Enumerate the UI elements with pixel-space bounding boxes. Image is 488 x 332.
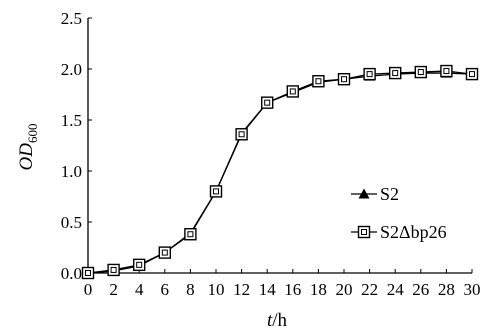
y-axis-title-main: OD (16, 143, 37, 171)
data-point-inner (341, 76, 347, 83)
data-point (286, 85, 299, 98)
x-tick-label: 6 (161, 280, 170, 299)
legend-marker (357, 225, 371, 239)
y-tick-label: 1.5 (61, 111, 82, 130)
data-point-inner (264, 99, 271, 106)
data-point (81, 266, 95, 280)
data-point (337, 72, 351, 86)
data-point-inner (289, 88, 296, 95)
x-tick-label: 20 (336, 280, 353, 299)
data-point-inner (136, 261, 143, 268)
y-axis-title-group: OD600 (16, 124, 40, 171)
data-point (184, 228, 197, 241)
legend: S2 S2Δbp26 (351, 184, 447, 242)
legend-entry: S2Δbp26 (351, 222, 447, 242)
data-point (261, 96, 274, 109)
x-tick-label: 12 (233, 280, 250, 299)
data-point (107, 263, 120, 277)
x-tick-label: 0 (84, 280, 93, 299)
y-tick-label: 2.0 (61, 60, 82, 79)
data-point-inner (161, 249, 168, 256)
series-0 (82, 67, 478, 278)
data-point (132, 258, 146, 272)
x-axis-title-variable: t (267, 310, 273, 331)
data-point-inner (213, 188, 219, 195)
x-tick-label: 28 (438, 280, 455, 299)
x-axis-title: t/h (267, 310, 288, 331)
data-point (235, 128, 248, 141)
y-tick-label: 0.5 (61, 213, 82, 232)
legend-label: S2Δbp26 (380, 222, 447, 242)
data-point-inner (366, 71, 373, 78)
data-point (209, 185, 223, 198)
x-tick-label: 22 (361, 280, 378, 299)
data-point-inner (469, 71, 475, 78)
data-point-inner (392, 70, 399, 77)
x-tick-label: 10 (208, 280, 225, 299)
data-point-inner (187, 231, 194, 238)
data-point (312, 75, 325, 88)
series-line (87, 72, 473, 274)
x-tick-label: 2 (109, 280, 118, 299)
data-point (389, 66, 402, 80)
x-tick-label: 14 (259, 280, 277, 299)
x-tick-label: 4 (135, 280, 144, 299)
x-tick-label: 30 (464, 280, 481, 299)
data-point-inner (238, 131, 245, 138)
x-tick-label: 16 (284, 280, 301, 299)
data-point (363, 67, 376, 81)
y-tick-label: 0.0 (61, 264, 82, 283)
data-point-inner (443, 68, 450, 75)
data-point-inner (85, 270, 91, 276)
series-line (87, 70, 473, 274)
series-layer (81, 64, 479, 280)
x-tick-label: 26 (412, 280, 429, 299)
axes: 0 2 4 6 8 10 12 14 16 18 20 22 24 26 28 300.00.51.01.52… (61, 9, 481, 299)
y-tick-label: 1.0 (61, 162, 82, 181)
data-point (414, 65, 427, 79)
x-tick-label: 24 (387, 280, 405, 299)
y-tick-label: 2.5 (61, 9, 82, 28)
legend-marker-inner (361, 229, 367, 235)
data-point-inner (315, 78, 322, 85)
x-tick-label: 18 (310, 280, 327, 299)
series-1 (81, 64, 479, 280)
data-point (158, 246, 172, 259)
y-axis-title-subscript: 600 (25, 124, 40, 144)
data-point (440, 64, 453, 78)
data-point-inner (417, 69, 424, 76)
y-axis-title: OD600 (16, 124, 40, 171)
x-axis-title-unit: /h (272, 310, 287, 331)
legend-entry: S2 (351, 184, 399, 204)
legend-label: S2 (380, 184, 399, 204)
legend-marker (358, 188, 370, 199)
data-point (465, 67, 479, 81)
data-point-inner (110, 266, 117, 273)
x-tick-label: 8 (186, 280, 195, 299)
